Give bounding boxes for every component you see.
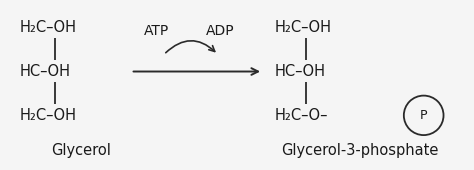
Text: H₂C–OH: H₂C–OH (275, 20, 332, 35)
Text: HC–OH: HC–OH (19, 64, 71, 79)
Text: Glycerol: Glycerol (51, 142, 111, 157)
Text: Glycerol-3-phosphate: Glycerol-3-phosphate (281, 142, 438, 157)
Text: P: P (420, 109, 428, 122)
Text: H₂C–OH: H₂C–OH (19, 108, 77, 123)
Text: HC–OH: HC–OH (275, 64, 326, 79)
Text: H₂C–O–: H₂C–O– (275, 108, 328, 123)
Text: ADP: ADP (206, 24, 235, 38)
FancyArrowPatch shape (166, 41, 215, 53)
Text: H₂C–OH: H₂C–OH (19, 20, 77, 35)
Text: ATP: ATP (144, 24, 169, 38)
